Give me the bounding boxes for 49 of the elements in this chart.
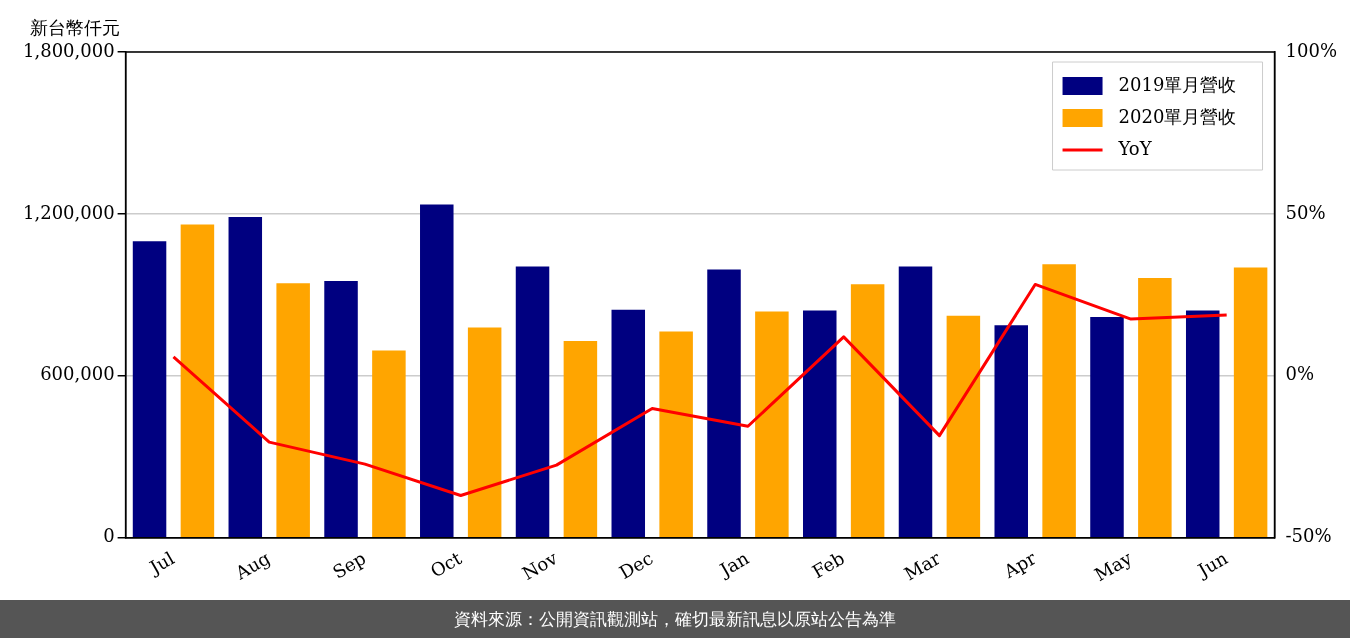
legend-label: 2019單月營收 [1118,73,1237,95]
bar [1090,316,1124,537]
x-tick-label: Apr [999,547,1040,583]
x-tick-label: Feb [808,547,849,583]
legend-label: YoY [1117,137,1153,159]
bar [420,204,454,537]
bar [1138,278,1172,537]
bar [946,315,981,537]
x-tick-label: Jan [714,547,753,582]
bar [515,266,550,537]
x-tick-label: Dec [615,547,657,584]
bar [276,283,310,537]
x-tick-label: Oct [426,546,466,582]
bar [850,284,885,537]
bar [707,269,741,537]
bar [898,266,933,537]
x-tick-label: Sep [328,547,370,583]
bar [1042,264,1076,537]
x-tick-label: Mar [900,547,945,585]
bar [994,325,1028,537]
bar [1233,267,1268,537]
source-note: 資料來源：公開資訊觀測站，確切最新訊息以原站公告為準 [0,600,1350,638]
bar [372,350,406,537]
y2-tick-label: 50% [1285,201,1326,223]
bar [467,327,502,537]
bar [659,331,693,537]
bar [228,217,263,537]
bar [132,241,167,537]
y2-tick-label: -50% [1285,525,1332,547]
bar [755,311,789,537]
x-tick-label: May [1090,546,1136,586]
y2-tick-label: 100% [1285,39,1338,61]
x-tick-label: Aug [230,547,274,585]
bar [611,309,646,537]
bar [563,340,598,537]
y-tick-label: 600,000 [40,363,115,385]
bar [803,310,837,537]
x-tick-label: Nov [518,546,562,584]
bar [1185,310,1220,537]
legend-label: 2020單月營收 [1118,105,1237,127]
x-tick-label: Jul [144,547,179,579]
bar [180,224,215,537]
y-tick-label: 1,800,000 [23,39,115,61]
x-tick-label: Jun [1192,547,1232,582]
y2-tick-label: 0% [1285,363,1315,385]
bar [324,281,358,537]
y-axis-title: 新台幣仟元 [30,17,120,38]
y-tick-label: 0 [103,525,115,547]
y-tick-label: 1,200,000 [23,201,115,223]
